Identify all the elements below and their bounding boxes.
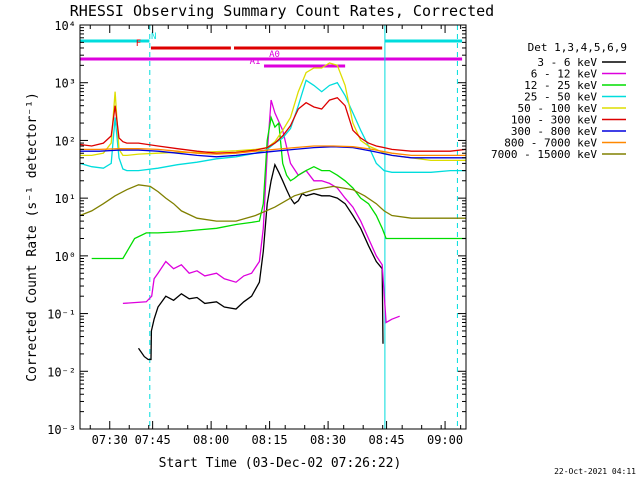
chart-title: RHESSI Observing Summary Count Rates, Co… xyxy=(70,2,494,20)
legend-label-100-300-kev: 100 - 300 keV xyxy=(511,114,597,127)
series-line-100-300-kev xyxy=(79,96,467,154)
overlay-bars: NF A0 A1 xyxy=(80,32,463,68)
y-tick-label: 10² xyxy=(54,134,76,148)
plot-frame xyxy=(79,24,467,430)
series-line-25-50-kev xyxy=(79,79,466,173)
series-line-7000-15000-kev xyxy=(79,184,466,222)
y-tick-label: 10⁴ xyxy=(54,19,76,33)
series-line-300-800-kev xyxy=(80,146,466,159)
legend-label-7000-15000-kev: 7000 - 15000 keV xyxy=(491,148,597,161)
legend-title: Det 1,3,4,5,6,9 xyxy=(528,41,627,54)
series-line-800-7000-kev xyxy=(80,145,466,157)
overlay-bar-label-a1: A1 xyxy=(250,57,261,67)
footer-date: 22-Oct-2021 04:11 xyxy=(554,467,636,476)
legend-label-12-25-kev: 12 - 25 keV xyxy=(524,79,597,92)
legend-label-800-7000-kev: 800 - 7000 keV xyxy=(504,137,597,150)
legend-label-3-6-kev: 3 - 6 keV xyxy=(537,56,597,69)
x-axis-ticks: 07:30 07:45 08:00 08:15 08:30 08:45 09:00 xyxy=(89,25,463,447)
x-tick-label: 08:45 xyxy=(369,433,405,447)
y-tick-label: 10⁻³ xyxy=(47,423,76,437)
x-tick-label: 08:15 xyxy=(252,433,288,447)
overlay-bar-label-f: F xyxy=(136,39,141,49)
y-tick-label: 10⁰ xyxy=(54,250,76,264)
x-tick-label: 07:45 xyxy=(135,433,171,447)
x-tick-label: 08:30 xyxy=(310,433,346,447)
series-line-12-25-kev xyxy=(91,115,466,260)
overlay-bar-label-a0: A0 xyxy=(269,50,280,60)
series-line-3-6-kev xyxy=(137,162,384,361)
x-tick-label: 07:30 xyxy=(92,433,128,447)
legend-label-300-800-kev: 300 - 800 keV xyxy=(511,125,597,138)
y-tick-label: 10⁻² xyxy=(47,365,76,379)
legend-label-6-12-kev: 6 - 12 keV xyxy=(531,68,598,81)
x-tick-label: 09:00 xyxy=(427,433,463,447)
y-axis-ticks: 10⁻³ 10⁻² 10⁻¹ 10⁰ 10¹ 10² 10³ 10⁴ xyxy=(47,19,466,437)
overlay-bar-label-n: N xyxy=(151,32,156,42)
y-axis-label: Corrected Count Rate (s⁻¹ detector⁻¹) xyxy=(25,92,40,382)
legend-label-50-100-kev: 50 - 100 keV xyxy=(518,102,598,115)
series-lines xyxy=(79,62,467,361)
legend-label-25-50-kev: 25 - 50 keV xyxy=(524,91,597,104)
y-tick-label: 10¹ xyxy=(54,192,76,206)
y-tick-label: 10⁻¹ xyxy=(47,308,76,322)
y-tick-label: 10³ xyxy=(54,77,76,91)
x-tick-label: 08:00 xyxy=(193,433,229,447)
x-axis-label: Start Time (03-Dec-02 07:26:22) xyxy=(159,456,402,471)
